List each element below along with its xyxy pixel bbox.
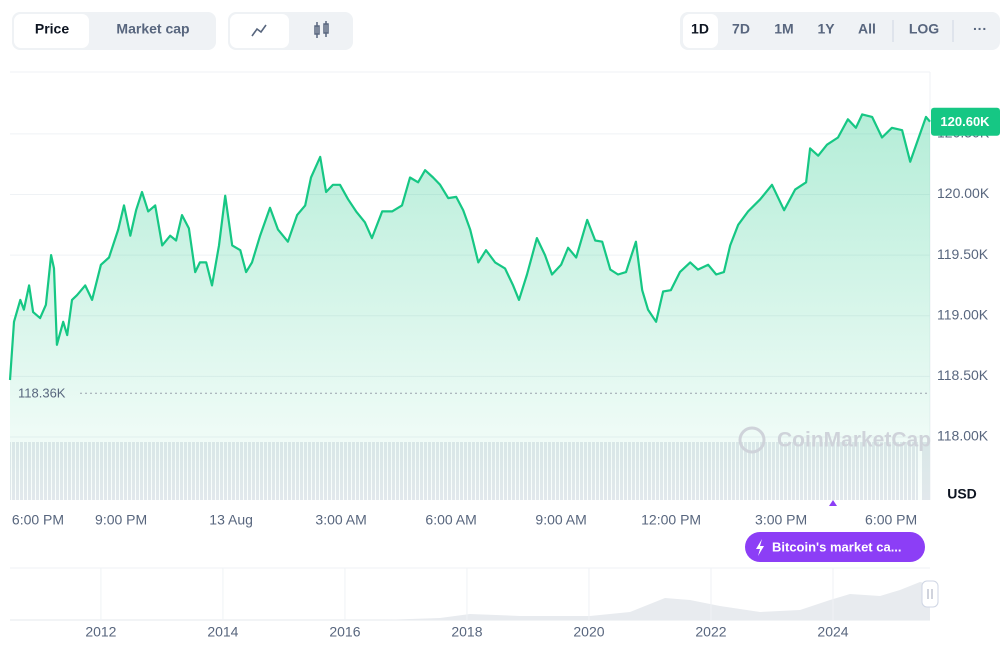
range-group <box>680 12 1000 50</box>
y-tick-label: 120.00K <box>937 185 990 201</box>
badge-text[interactable]: Bitcoin's market ca... <box>772 539 902 554</box>
range[interactable]: 7D <box>732 21 750 37</box>
navigator-area <box>380 582 930 620</box>
x-tick-label: 13 Aug <box>209 512 253 528</box>
plot: 118.00K118.50K119.00K119.50K120.00K120.5… <box>8 107 1000 528</box>
navigator-tick-label: 2024 <box>817 624 848 640</box>
navigator-tick-label: 2020 <box>573 624 604 640</box>
navigator-tick-label: 2014 <box>207 624 238 640</box>
range[interactable]: All <box>858 21 876 37</box>
y-tick-label: 119.50K <box>937 246 989 262</box>
navigator-tick-label: 2016 <box>329 624 360 640</box>
x-tick-label: 9:00 AM <box>535 512 586 528</box>
tab-active[interactable] <box>14 14 89 48</box>
tab[interactable]: Price <box>35 21 69 37</box>
badge-pointer <box>829 500 837 506</box>
current-price-label: 120.60K <box>940 114 990 129</box>
watermark-logo <box>738 426 766 454</box>
navigator-tick-label: 2012 <box>85 624 116 640</box>
x-tick-label: 3:00 PM <box>755 512 807 528</box>
x-tick-label: 6:00 PM <box>865 512 917 528</box>
currency: USD <box>947 486 977 502</box>
price-area <box>10 114 930 501</box>
range-active[interactable] <box>683 14 718 48</box>
y-tick-label: 118.00K <box>937 428 989 444</box>
range[interactable]: 1M <box>774 21 793 37</box>
x-tick-label: 6:00 AM <box>425 512 476 528</box>
range[interactable]: 1D <box>691 21 709 37</box>
y-tick-label: 118.50K <box>937 367 989 383</box>
navigator: 2012 2014 2016 2018 2020 2022 2024 <box>85 568 849 640</box>
line-icon <box>251 24 267 37</box>
tab[interactable]: Market cap <box>116 21 189 37</box>
range[interactable]: 1Y <box>817 21 835 37</box>
price-line <box>8 113 931 381</box>
x-tick-label: 12:00 PM <box>641 512 701 528</box>
navigator-handle[interactable] <box>921 580 939 608</box>
watermark: CoinMarketCap <box>777 429 931 452</box>
current-price-tag <box>931 107 1000 136</box>
more-button[interactable]: ··· <box>973 21 987 37</box>
reference-label: 118.36K <box>18 386 66 401</box>
navigator-tick-label: 2022 <box>695 624 726 640</box>
x-tick-label: 3:00 AM <box>315 512 366 528</box>
log-button[interactable]: LOG <box>909 21 939 37</box>
x-tick-label: 9:00 PM <box>95 512 147 528</box>
y-tick-label: 119.00K <box>937 306 989 322</box>
badge[interactable] <box>745 532 925 562</box>
badge-icon <box>756 539 764 556</box>
x-tick-label: 6:00 PM <box>12 512 64 528</box>
candle-icon[interactable] <box>314 21 329 38</box>
navigator-tick-label: 2018 <box>451 624 482 640</box>
